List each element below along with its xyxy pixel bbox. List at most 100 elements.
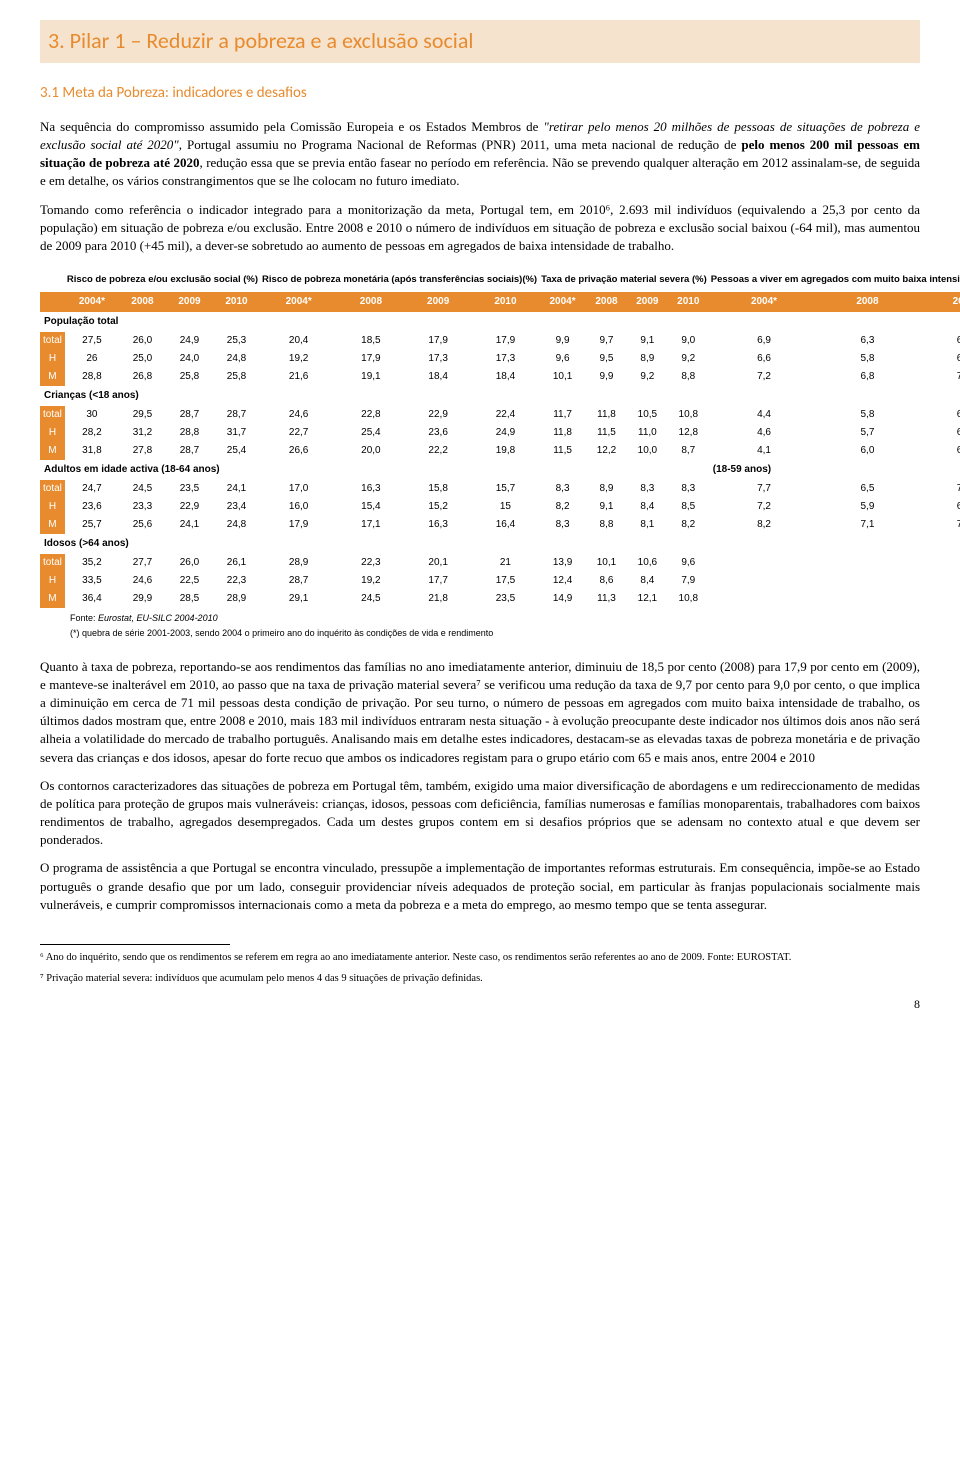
value-cell: 8,3 <box>539 516 586 534</box>
value-cell: 35,2 <box>65 554 119 572</box>
value-cell: 7,9 <box>668 572 709 590</box>
value-cell: 27,5 <box>65 332 119 350</box>
value-cell <box>916 572 960 590</box>
year-cell: 2004* <box>65 292 119 312</box>
table-body: População totaltotal27,526,024,925,320,4… <box>40 312 960 608</box>
value-cell <box>819 590 915 608</box>
value-cell: 5,8 <box>819 350 915 368</box>
table-row: H33,524,622,522,328,719,217,717,512,48,6… <box>40 572 960 590</box>
value-cell: 24,8 <box>213 516 260 534</box>
row-label-cell: H <box>40 572 65 590</box>
value-cell: 23,5 <box>472 590 539 608</box>
value-cell: 6,9 <box>709 332 820 350</box>
value-cell: 33,5 <box>65 572 119 590</box>
value-cell: 6,2 <box>916 406 960 424</box>
value-cell: 10,1 <box>539 368 586 386</box>
value-cell: 23,6 <box>65 498 119 516</box>
table-row: total35,227,726,026,128,922,320,12113,91… <box>40 554 960 572</box>
year-cell: 2008 <box>337 292 404 312</box>
value-cell: 27,8 <box>119 442 166 460</box>
value-cell: 17,9 <box>337 350 404 368</box>
value-cell: 8,4 <box>627 572 668 590</box>
value-cell: 6,0 <box>819 442 915 460</box>
value-cell: 28,7 <box>166 442 213 460</box>
value-cell: 22,3 <box>337 554 404 572</box>
data-table-container: Risco de pobreza e/ou exclusão social (%… <box>40 269 920 639</box>
value-cell: 17,1 <box>337 516 404 534</box>
value-cell: 28,8 <box>166 424 213 442</box>
table-row: M28,826,825,825,821,619,118,418,410,19,9… <box>40 368 960 386</box>
value-cell: 23,4 <box>213 498 260 516</box>
value-cell: 12,8 <box>668 424 709 442</box>
footnote-separator <box>40 944 230 945</box>
value-cell <box>819 572 915 590</box>
row-label-cell: M <box>40 442 65 460</box>
paragraph-4: Os contornos caracterizadores das situaç… <box>40 777 920 850</box>
value-cell: 8,3 <box>668 480 709 498</box>
value-cell: 4,4 <box>709 406 820 424</box>
value-cell: 11,8 <box>539 424 586 442</box>
value-cell: 22,3 <box>213 572 260 590</box>
value-cell: 15,2 <box>405 498 472 516</box>
section-note-cell: (18-59 anos) <box>709 460 960 480</box>
table-footnote: (*) quebra de série 2001-2003, sendo 200… <box>70 627 920 640</box>
value-cell: 24,7 <box>65 480 119 498</box>
value-cell: 9,6 <box>539 350 586 368</box>
year-cell: 2009 <box>916 292 960 312</box>
value-cell: 7,2 <box>709 368 820 386</box>
value-cell <box>709 590 820 608</box>
table-row: total24,724,523,524,117,016,315,815,78,3… <box>40 480 960 498</box>
value-cell: 11,5 <box>586 424 627 442</box>
group-header-3: Taxa de privação material severa (%) <box>539 269 709 292</box>
value-cell: 9,9 <box>539 332 586 350</box>
value-cell: 10,6 <box>627 554 668 572</box>
table-row: H28,231,228,831,722,725,423,624,911,811,… <box>40 424 960 442</box>
year-cell: 2010 <box>213 292 260 312</box>
value-cell: 6,3 <box>916 424 960 442</box>
value-cell: 24,9 <box>472 424 539 442</box>
value-cell: 8,2 <box>668 516 709 534</box>
value-cell: 6,8 <box>819 368 915 386</box>
value-cell: 12,2 <box>586 442 627 460</box>
value-cell: 16,4 <box>472 516 539 534</box>
value-cell: 28,2 <box>65 424 119 442</box>
value-cell: 26,1 <box>213 554 260 572</box>
year-cell: 2010 <box>472 292 539 312</box>
value-cell: 18,4 <box>405 368 472 386</box>
value-cell: 17,7 <box>405 572 472 590</box>
value-cell: 7,2 <box>709 498 820 516</box>
value-cell: 19,8 <box>472 442 539 460</box>
value-cell: 26,6 <box>260 442 337 460</box>
value-cell: 9,6 <box>668 554 709 572</box>
value-cell: 22,4 <box>472 406 539 424</box>
row-label-cell: H <box>40 350 65 368</box>
value-cell: 6,5 <box>819 480 915 498</box>
value-cell: 20,1 <box>405 554 472 572</box>
value-cell: 19,1 <box>337 368 404 386</box>
value-cell: 9,5 <box>586 350 627 368</box>
value-cell: 17,9 <box>405 332 472 350</box>
value-cell: 24,0 <box>166 350 213 368</box>
value-cell: 12,1 <box>627 590 668 608</box>
year-cell: 2008 <box>119 292 166 312</box>
table-section-row: Idosos (>64 anos) <box>40 534 960 554</box>
row-label-cell: H <box>40 424 65 442</box>
value-cell: 26,0 <box>166 554 213 572</box>
table-row: H2625,024,024,819,217,917,317,39,69,58,9… <box>40 350 960 368</box>
value-cell: 4,6 <box>709 424 820 442</box>
value-cell: 10,8 <box>668 590 709 608</box>
value-cell: 24,5 <box>337 590 404 608</box>
value-cell: 9,9 <box>586 368 627 386</box>
value-cell <box>916 554 960 572</box>
value-cell: 17,9 <box>472 332 539 350</box>
value-cell: 31,7 <box>213 424 260 442</box>
value-cell: 5,8 <box>819 406 915 424</box>
row-label-cell: total <box>40 406 65 424</box>
year-cell: 2010 <box>668 292 709 312</box>
value-cell: 16,3 <box>405 516 472 534</box>
page-number: 8 <box>40 996 920 1013</box>
value-cell: 36,4 <box>65 590 119 608</box>
value-cell: 8,9 <box>627 350 668 368</box>
source-text: Eurostat, EU-SILC 2004-2010 <box>96 613 218 623</box>
value-cell: 8,6 <box>586 572 627 590</box>
